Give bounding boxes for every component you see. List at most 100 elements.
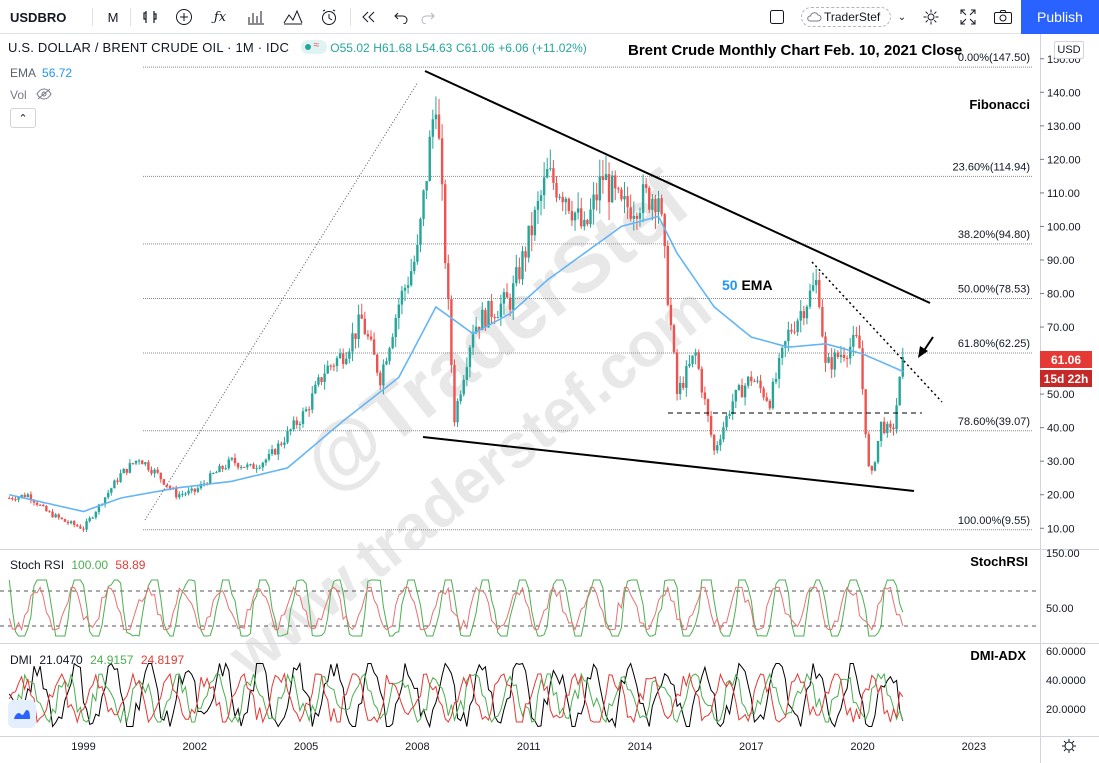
candle-body bbox=[861, 348, 864, 390]
candle-body bbox=[855, 334, 858, 336]
candle-body bbox=[762, 388, 765, 398]
candle-body bbox=[867, 434, 870, 467]
candle-body bbox=[20, 494, 23, 497]
ema-legend[interactable]: EMA 56.72 bbox=[10, 66, 72, 80]
candle-body bbox=[221, 466, 224, 469]
candle-body bbox=[394, 317, 397, 338]
candle-body bbox=[283, 442, 286, 445]
candle-body bbox=[444, 184, 447, 264]
symbol-search[interactable]: USDBRO bbox=[10, 9, 67, 25]
candle-body bbox=[583, 219, 586, 227]
candle-body bbox=[366, 334, 370, 337]
candle-body bbox=[570, 211, 574, 221]
stoch-legend[interactable]: Stoch RSI 100.00 58.89 bbox=[10, 558, 145, 572]
candle-body bbox=[307, 409, 311, 411]
market-status-icon: ≈ bbox=[300, 40, 327, 54]
candle-body bbox=[184, 493, 187, 495]
candle-body bbox=[672, 325, 676, 353]
candle-body bbox=[549, 168, 552, 170]
candle-body bbox=[805, 306, 809, 319]
candle-body bbox=[607, 174, 611, 203]
candle-body bbox=[811, 285, 815, 291]
candle-body bbox=[845, 357, 849, 359]
ema50-annotation: 50 EMA bbox=[722, 277, 773, 293]
dmi-adx-pane[interactable]: 60.0000 40.0000 20.0000 DMI-ADX bbox=[8, 646, 1086, 729]
candle-body bbox=[134, 460, 138, 464]
tradingview-logo-icon[interactable] bbox=[8, 700, 36, 728]
candle-body bbox=[85, 521, 88, 530]
time-tick-label: 2020 bbox=[850, 741, 874, 753]
fibonacci-retracement[interactable]: 0.00%(147.50) 23.60%(114.94) 38.20%(94.80)… bbox=[143, 52, 1032, 531]
candle-body bbox=[898, 376, 901, 406]
candle-body bbox=[51, 511, 54, 518]
ema-50-line bbox=[9, 215, 904, 513]
candle-body bbox=[32, 500, 36, 503]
candle-body bbox=[722, 427, 725, 440]
time-axis[interactable]: 1999 2002 2005 2008 2011 2014 2017 2020 2023 bbox=[71, 741, 986, 753]
dmi-tick: 60.0000 bbox=[1046, 646, 1086, 658]
indicators-icon[interactable] bbox=[243, 0, 269, 34]
alert-clock-icon[interactable] bbox=[316, 0, 342, 34]
camera-icon[interactable] bbox=[990, 0, 1016, 34]
layout-name[interactable]: TraderStef bbox=[801, 7, 891, 27]
candle-body bbox=[249, 464, 252, 466]
interval-selector[interactable]: M bbox=[107, 9, 119, 25]
candle-body bbox=[329, 365, 333, 367]
settings-gear-icon[interactable] bbox=[918, 0, 944, 34]
axis-settings-gear-icon[interactable] bbox=[1062, 739, 1076, 753]
candle-body bbox=[737, 385, 741, 390]
eye-hidden-icon[interactable] bbox=[36, 88, 52, 100]
candle-body bbox=[892, 427, 895, 430]
candle-body bbox=[771, 381, 775, 409]
candle-body bbox=[716, 445, 719, 451]
candle-body bbox=[648, 187, 651, 210]
candle-body bbox=[669, 304, 673, 326]
candle-body bbox=[144, 462, 147, 465]
vol-legend[interactable]: Vol bbox=[10, 88, 52, 102]
dotted-downtrend-line[interactable] bbox=[811, 261, 943, 403]
publish-button[interactable]: Publish bbox=[1021, 0, 1099, 34]
candle-body bbox=[295, 420, 298, 425]
candle-body bbox=[289, 429, 292, 431]
candle-body bbox=[385, 361, 388, 365]
candle-body bbox=[842, 354, 846, 358]
lower-trendline[interactable] bbox=[422, 436, 915, 492]
candle-body bbox=[901, 357, 904, 377]
chevron-down-icon[interactable]: ⌄ bbox=[897, 11, 907, 23]
stoch-rsi-pane[interactable]: 150.00 50.00 StochRSI bbox=[0, 548, 1080, 637]
bar-type-icon[interactable] bbox=[138, 0, 162, 34]
candle-body bbox=[416, 244, 419, 262]
fib-diagonal-dotted[interactable] bbox=[144, 81, 419, 521]
dmi-legend[interactable]: DMI 21.0470 24.9157 24.8197 bbox=[10, 653, 184, 667]
candle-body bbox=[586, 219, 589, 225]
templates-icon[interactable] bbox=[280, 0, 306, 34]
candle-body bbox=[76, 524, 79, 527]
dmi-adx-value: 21.0470 bbox=[39, 653, 83, 667]
candle-body bbox=[110, 488, 113, 493]
candle-body bbox=[660, 198, 663, 215]
candle-body bbox=[227, 459, 230, 469]
candle-body bbox=[94, 511, 98, 518]
arrow-annotation[interactable] bbox=[918, 336, 934, 358]
legend-symbol[interactable]: U.S. DOLLAR / BRENT CRUDE OIL · 1M · IDC bbox=[8, 40, 290, 55]
undo-icon[interactable] bbox=[389, 0, 413, 34]
currency-label[interactable]: USD bbox=[1054, 41, 1084, 59]
candle-body bbox=[301, 411, 305, 424]
candle-body bbox=[746, 376, 750, 386]
upper-trendline[interactable] bbox=[424, 70, 931, 304]
redo-icon[interactable] bbox=[416, 0, 440, 34]
stoch-pane-title: StochRSI bbox=[970, 554, 1028, 569]
replay-icon[interactable] bbox=[356, 0, 380, 34]
function-fx-icon[interactable]: ƒx bbox=[213, 9, 227, 25]
fullscreen-icon[interactable] bbox=[955, 0, 981, 34]
price-axis[interactable]: 10.0020.0030.0040.0050.0060.0070.0080.00… bbox=[1040, 54, 1081, 535]
candle-body bbox=[425, 181, 428, 191]
add-indicator-plus-icon[interactable] bbox=[171, 0, 197, 34]
candle-body bbox=[493, 317, 496, 319]
collapse-legend-button[interactable]: ⌃ bbox=[10, 108, 36, 128]
candle-body bbox=[675, 352, 679, 394]
candle-body bbox=[63, 519, 67, 522]
square-icon[interactable] bbox=[765, 0, 789, 34]
candle-body bbox=[883, 421, 886, 434]
